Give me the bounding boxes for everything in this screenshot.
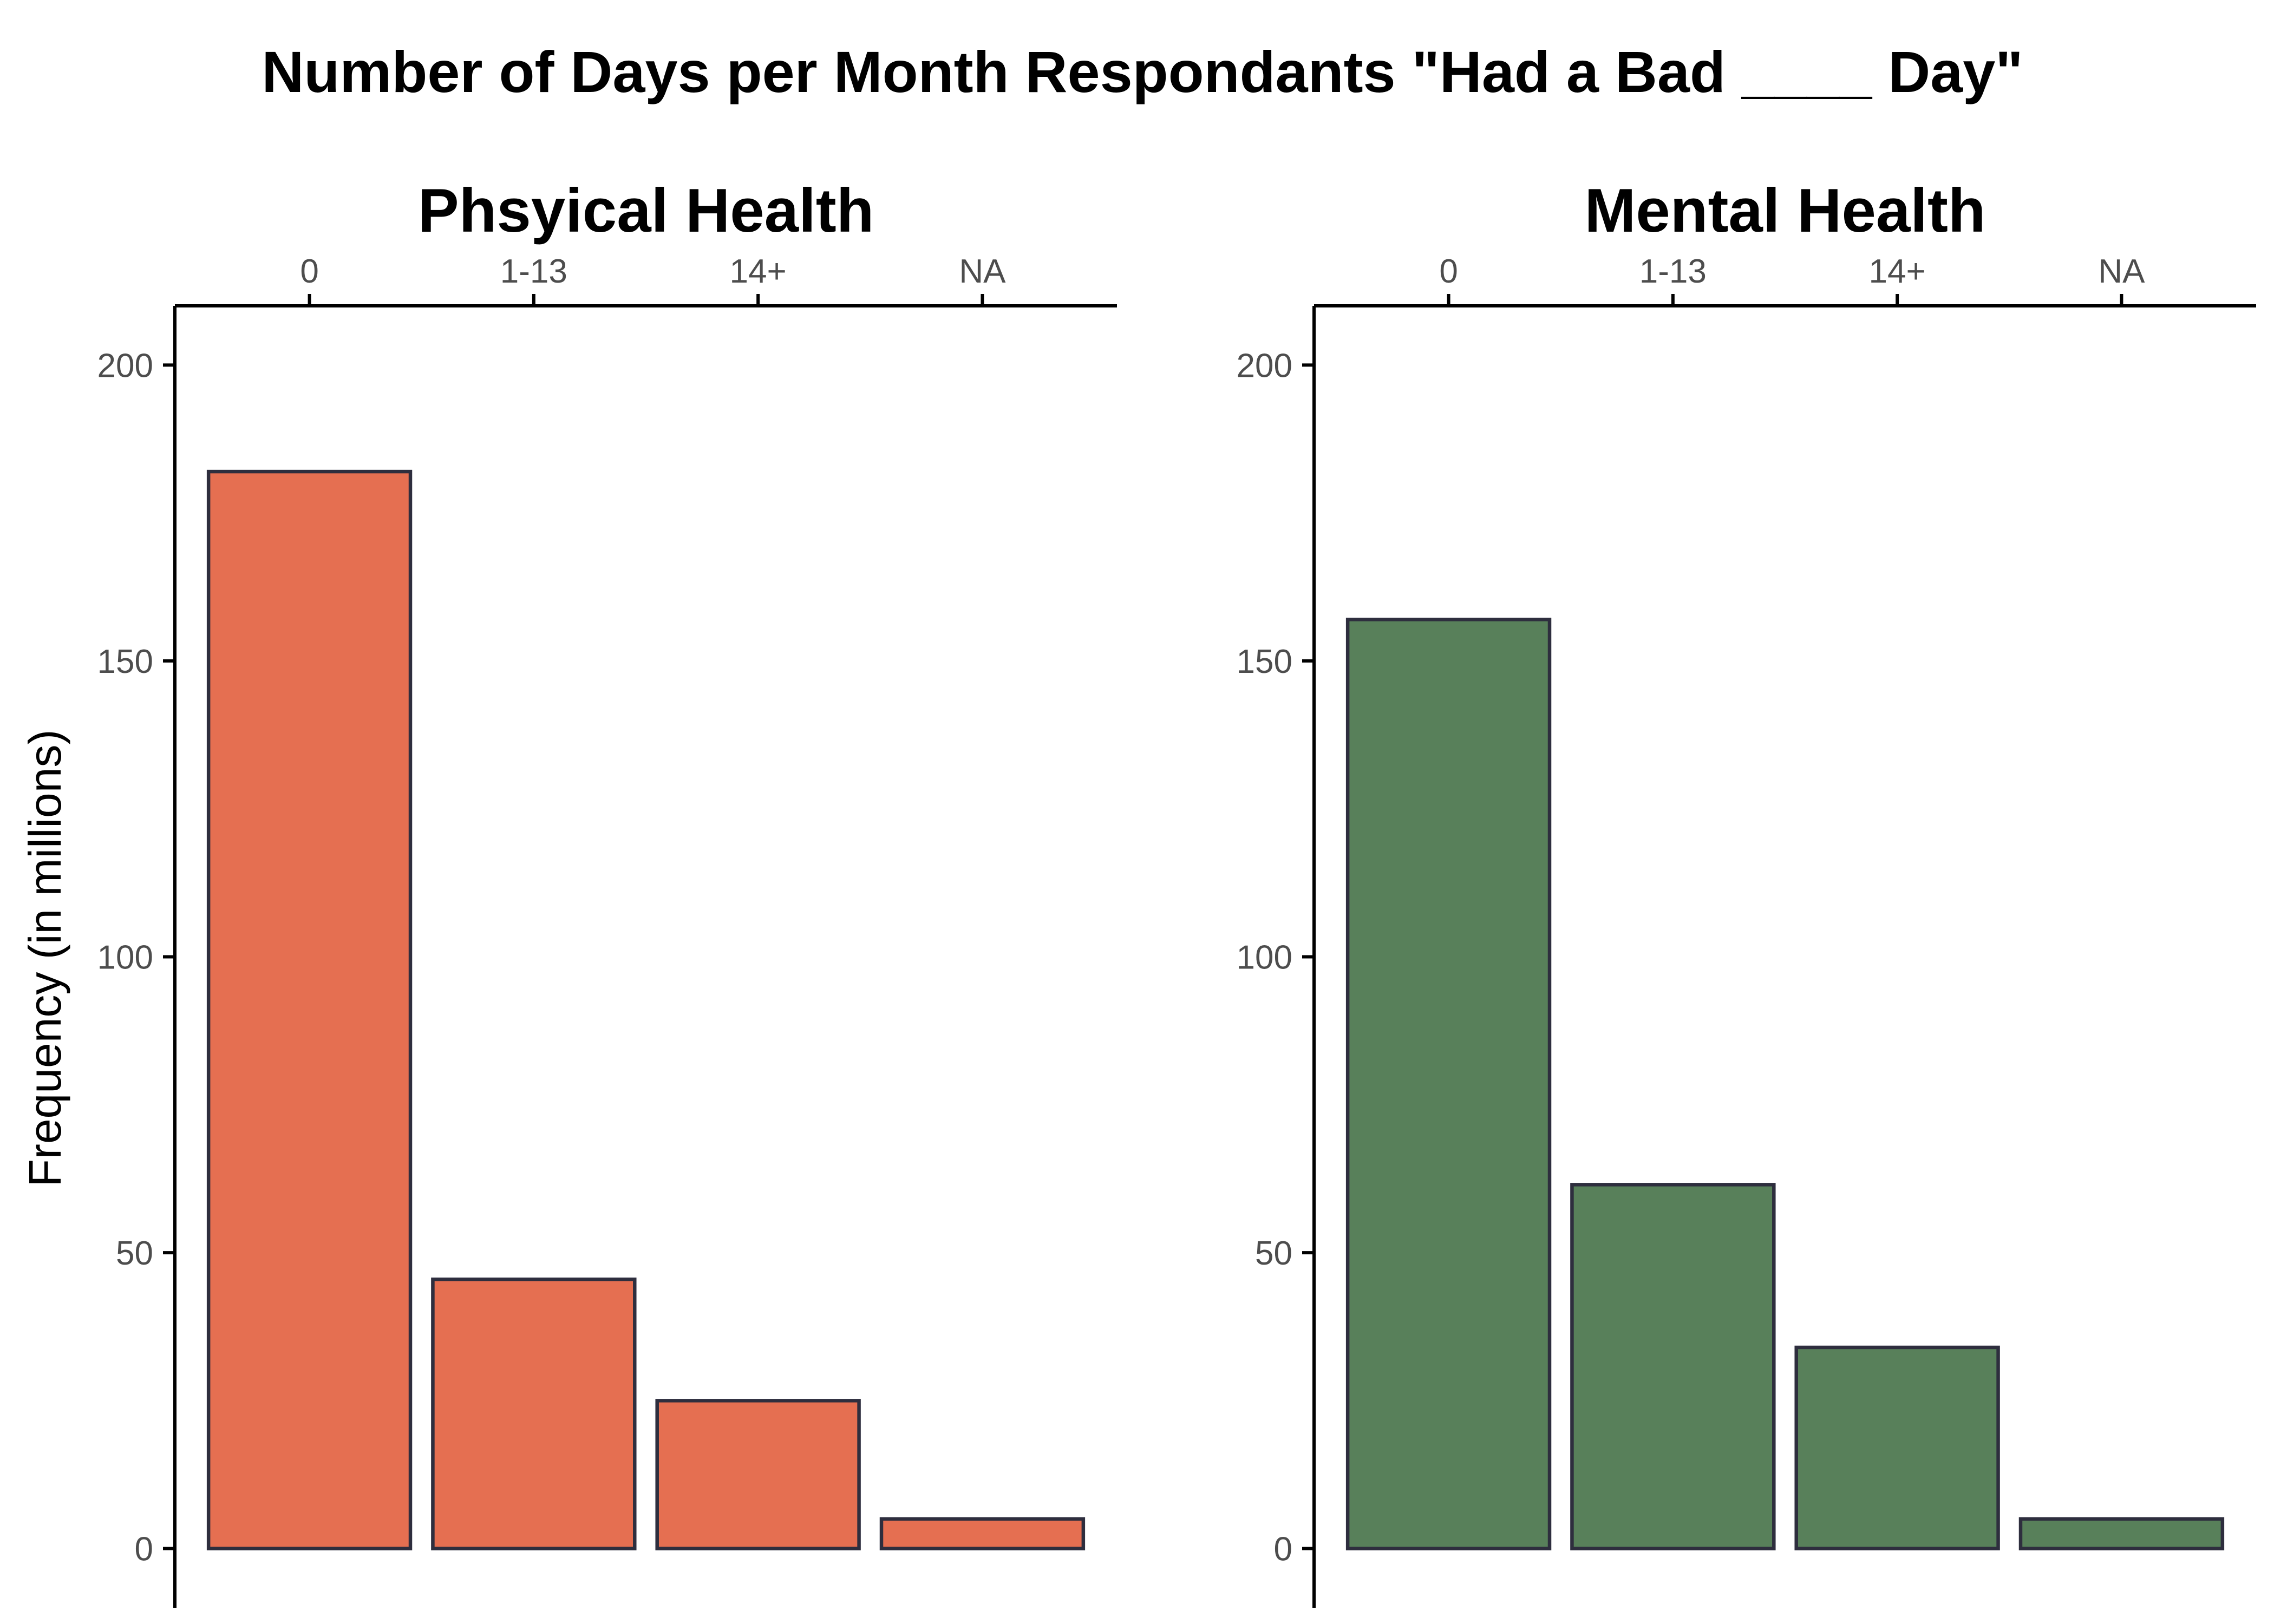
bar-physical-health-1 — [431, 1278, 637, 1550]
x-tick-label: 0 — [300, 253, 318, 290]
y-tick-label: 150 — [97, 643, 153, 680]
x-tick-label: NA — [2098, 253, 2145, 290]
chart-main-title: Number of Days per Month Respondants "Ha… — [262, 39, 2023, 104]
y-tick-label: 200 — [1237, 347, 1292, 384]
x-tick-label: 1-13 — [500, 253, 567, 290]
bar-mental-health-2 — [1794, 1345, 2000, 1550]
y-tick-label: 50 — [116, 1235, 153, 1272]
bar-physical-health-0 — [206, 469, 413, 1550]
y-tick-label: 150 — [1237, 643, 1292, 680]
bar-mental-health-1 — [1570, 1183, 1776, 1550]
bar-mental-health-3 — [2018, 1517, 2225, 1550]
bar-physical-health-3 — [879, 1517, 1086, 1550]
bar-mental-health-0 — [1345, 618, 1552, 1550]
x-tick-label: NA — [959, 253, 1006, 290]
x-tick-label: 14+ — [730, 253, 787, 290]
x-tick-label: 1-13 — [1639, 253, 1707, 290]
x-tick-label: 0 — [1439, 253, 1458, 290]
y-tick-label: 100 — [1237, 939, 1292, 977]
y-axis-title: Frequency (in millions) — [19, 730, 70, 1187]
y-tick-label: 0 — [135, 1531, 153, 1568]
bar-physical-health-2 — [655, 1399, 861, 1550]
y-tick-label: 100 — [97, 939, 153, 977]
y-tick-label: 50 — [1255, 1235, 1292, 1272]
y-tick-label: 200 — [97, 347, 153, 384]
panel-mental-health: Mental Health 0 1-13 14+ NA 0 50 100 150 200 — [1237, 176, 2256, 1608]
y-tick-label: 0 — [1274, 1531, 1292, 1568]
x-tick-label: 14+ — [1869, 253, 1926, 290]
panel-title-physical-health: Phsyical Health — [418, 176, 874, 245]
panel-title-mental-health: Mental Health — [1584, 176, 1985, 245]
panel-physical-health: Phsyical Health 0 1-13 14+ NA 0 50 100 150 200 — [97, 176, 1117, 1608]
